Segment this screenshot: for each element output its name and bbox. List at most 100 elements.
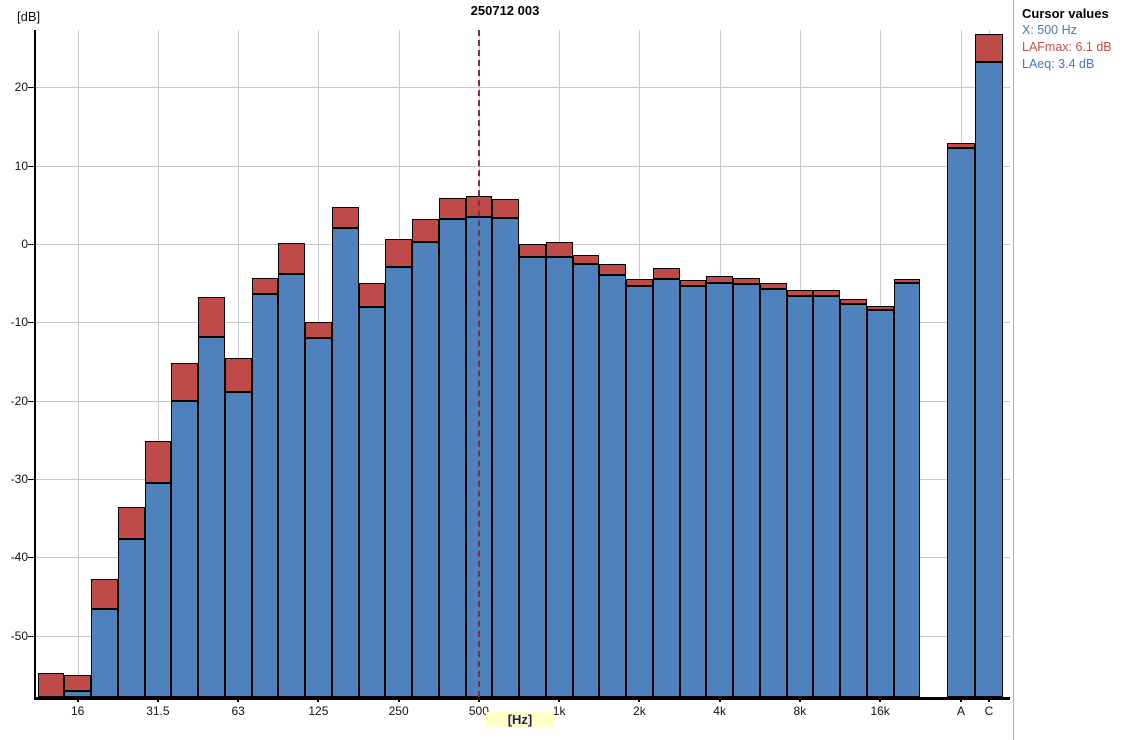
lafmax-segment-8k[interactable] [786, 290, 814, 296]
laeq-segment-2.5k[interactable] [652, 279, 680, 697]
x-tick-label: 31.5 [146, 704, 170, 718]
laeq-segment-C[interactable] [975, 62, 1003, 697]
laeq-segment-20k[interactable] [893, 283, 921, 697]
laeq-segment-1.25k[interactable] [572, 264, 600, 697]
laeq-segment-4k[interactable] [706, 283, 733, 697]
laeq-segment-1k[interactable] [545, 257, 573, 697]
laeq-segment-100[interactable] [278, 273, 305, 697]
lafmax-segment-16k[interactable] [866, 305, 894, 310]
laeq-segment-20[interactable] [91, 609, 118, 697]
x-gridline [77, 30, 79, 697]
lafmax-segment-A[interactable] [947, 142, 975, 149]
laeq-segment-6.3k[interactable] [759, 289, 787, 697]
y-axis-unit-label: [dB] [17, 9, 41, 24]
plot-area[interactable]: 20 10 0 -10 -20 -30 -40 -50 16 31.5 63 125 250 500 1k 2… [0, 0, 1014, 740]
lafmax-segment-4k[interactable] [706, 276, 733, 284]
lafmax-segment-1.25k[interactable] [572, 254, 600, 265]
laeq-segment-12.5k[interactable] [840, 304, 867, 697]
laeq-segment-40[interactable] [171, 400, 198, 697]
lafmax-segment-50[interactable] [198, 297, 225, 338]
lafmax-segment-6.3k[interactable] [759, 283, 787, 290]
lafmax-segment-5k[interactable] [733, 277, 760, 284]
lafmax-segment-C[interactable] [975, 33, 1003, 63]
x-tick-label: A [956, 704, 965, 718]
lafmax-segment-25[interactable] [117, 506, 145, 540]
y-tick-label: 10 [14, 158, 28, 173]
laeq-segment-25[interactable] [117, 539, 145, 697]
lafmax-segment-100[interactable] [278, 243, 305, 274]
x-tick-label: 1k [552, 704, 566, 718]
lafmax-segment-20[interactable] [91, 579, 118, 610]
x-tick-label: C [984, 704, 994, 718]
x-tick-label: 125 [308, 704, 329, 718]
laeq-segment-50[interactable] [198, 337, 225, 697]
laeq-segment-5k[interactable] [733, 283, 760, 697]
y-tick-mark [28, 87, 34, 89]
laeq-segment-80[interactable] [251, 294, 279, 697]
cursor-values-heading: Cursor values [1022, 6, 1109, 21]
lafmax-segment-12.5k[interactable] [840, 298, 867, 305]
lafmax-segment-12.5[interactable] [37, 673, 65, 697]
laeq-segment-2k[interactable] [626, 285, 653, 697]
laeq-segment-400[interactable] [438, 218, 466, 697]
lafmax-segment-315[interactable] [412, 218, 439, 242]
lafmax-segment-1k[interactable] [545, 241, 573, 258]
y-tick-label: -30 [10, 472, 28, 487]
lafmax-segment-125[interactable] [305, 322, 332, 339]
x-tick-label: 500 [468, 704, 489, 718]
lafmax-segment-3.15k[interactable] [679, 280, 707, 287]
laeq-segment-200[interactable] [358, 306, 386, 697]
lafmax-segment-63[interactable] [224, 358, 252, 393]
laeq-segment-10k[interactable] [813, 296, 840, 697]
lafmax-segment-20k[interactable] [893, 279, 921, 284]
y-tick-label: 0 [21, 236, 28, 251]
x-axis-line [34, 697, 1010, 700]
laeq-segment-31.5[interactable] [144, 483, 172, 697]
lafmax-segment-80[interactable] [251, 277, 279, 295]
lafmax-segment-200[interactable] [358, 283, 386, 307]
laeq-segment-A[interactable] [947, 148, 975, 697]
x-axis-unit-label: [Hz] [486, 712, 554, 727]
y-tick-label: -40 [10, 550, 28, 565]
x-tick-label: 250 [388, 704, 409, 718]
y-tick-mark [28, 635, 34, 637]
lafmax-segment-40[interactable] [171, 363, 198, 401]
lafmax-segment-1.6k[interactable] [599, 263, 626, 276]
y-tick-label: -20 [10, 393, 28, 408]
y-tick-mark [28, 322, 34, 324]
y-tick-label: -50 [10, 628, 28, 643]
x-tick-label: 2k [633, 704, 646, 718]
lafmax-segment-2.5k[interactable] [652, 268, 680, 280]
laeq-segment-16k[interactable] [866, 309, 894, 697]
laeq-segment-630[interactable] [492, 218, 519, 697]
x-tick-label: 4k [713, 704, 726, 718]
laeq-segment-16[interactable] [64, 690, 91, 697]
laeq-segment-250[interactable] [385, 266, 412, 697]
laeq-segment-125[interactable] [305, 338, 332, 697]
laeq-segment-1.6k[interactable] [599, 275, 626, 697]
y-tick-label: -10 [10, 315, 28, 330]
lafmax-segment-800[interactable] [519, 243, 546, 258]
laeq-segment-315[interactable] [412, 241, 439, 697]
lafmax-segment-400[interactable] [438, 197, 466, 219]
cursor-line[interactable] [477, 30, 480, 697]
panel-separator [1013, 0, 1014, 740]
lafmax-segment-2k[interactable] [626, 279, 653, 286]
laeq-segment-63[interactable] [224, 392, 252, 697]
lafmax-segment-160[interactable] [331, 207, 359, 229]
cursor-laeq-value: LAeq: 3.4 dB [1022, 57, 1095, 71]
laeq-segment-8k[interactable] [786, 295, 814, 697]
lafmax-segment-630[interactable] [492, 199, 519, 219]
y-gridline [34, 87, 1010, 89]
cursor-lafmax-value: LAFmax: 6.1 dB [1022, 40, 1112, 54]
lafmax-segment-16[interactable] [64, 675, 91, 691]
y-gridline [34, 165, 1010, 167]
laeq-segment-3.15k[interactable] [679, 286, 707, 697]
lafmax-segment-10k[interactable] [813, 290, 840, 297]
lafmax-segment-31.5[interactable] [144, 441, 172, 484]
lafmax-segment-250[interactable] [385, 239, 412, 267]
laeq-segment-160[interactable] [331, 228, 359, 697]
laeq-segment-800[interactable] [519, 257, 546, 697]
x-gridline [157, 30, 159, 697]
